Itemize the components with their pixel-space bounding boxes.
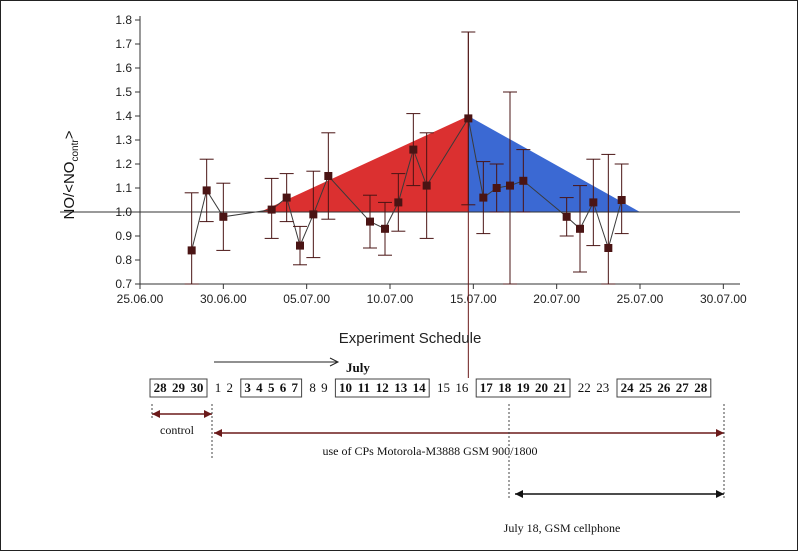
x-tick-label: 25.06.00 bbox=[117, 292, 164, 306]
y-tick-label: 0.7 bbox=[115, 277, 132, 291]
rise-area bbox=[260, 116, 469, 212]
y-axis-label: NO/<NOcontr> bbox=[61, 130, 81, 219]
x-tick-label: 05.07.00 bbox=[283, 292, 330, 306]
schedule-day: 14 bbox=[413, 380, 427, 395]
control-arrow-right bbox=[204, 410, 212, 418]
data-point bbox=[282, 193, 291, 202]
month-label: July bbox=[346, 360, 370, 375]
schedule-day: 23 bbox=[596, 380, 609, 395]
month-arrow-head bbox=[329, 357, 340, 367]
y-tick-label: 1.2 bbox=[115, 157, 132, 171]
schedule-day: 28 bbox=[694, 380, 708, 395]
data-point bbox=[409, 145, 418, 154]
data-point bbox=[366, 217, 374, 226]
schedule-day: 8 bbox=[309, 380, 316, 395]
x-tick-label: 15.07.00 bbox=[450, 292, 497, 306]
week-box bbox=[334, 378, 430, 398]
data-point bbox=[381, 224, 389, 233]
gsm-arrow-right bbox=[716, 490, 724, 498]
control-arrow-left bbox=[152, 410, 160, 418]
x-tick-label: 25.07.00 bbox=[617, 292, 664, 306]
week-box bbox=[240, 378, 303, 398]
x-tick-label: 30.06.00 bbox=[200, 292, 247, 306]
x-tick-label: 20.07.00 bbox=[533, 292, 580, 306]
y-tick-label: 0.9 bbox=[115, 229, 132, 243]
data-point bbox=[219, 212, 228, 221]
schedule-day: 29 bbox=[172, 380, 186, 395]
schedule-day: 4 bbox=[256, 380, 263, 395]
schedule-day: 26 bbox=[657, 380, 671, 395]
data-point bbox=[506, 181, 514, 190]
cp-arrow-right bbox=[716, 429, 724, 437]
schedule-day: 22 bbox=[578, 380, 591, 395]
cp-arrow-left bbox=[214, 429, 222, 437]
y-tick-label: 1.1 bbox=[115, 181, 132, 195]
schedule-day: 17 bbox=[480, 380, 494, 395]
schedule-day: 11 bbox=[358, 380, 370, 395]
schedule-day: 20 bbox=[535, 380, 548, 395]
y-tick-label: 1.8 bbox=[115, 13, 132, 27]
experiment-schedule: Experiment Schedule July control use of … bbox=[149, 330, 725, 535]
data-point bbox=[309, 210, 318, 219]
x-tick-label: 10.07.00 bbox=[367, 292, 414, 306]
schedule-day: 7 bbox=[292, 380, 299, 395]
control-label: control bbox=[160, 423, 195, 437]
y-tick-label: 1.6 bbox=[115, 61, 132, 75]
data-point bbox=[202, 186, 211, 195]
data-series bbox=[184, 31, 629, 285]
schedule-day: 3 bbox=[244, 380, 251, 395]
chart-axes: 0.7 0.8 0.9 1.0 1.1 1.2 1.3 1.4 1.5 1.6 1.7 1.8 25.0… bbox=[60, 13, 747, 378]
gsm-cellphone-label: July 18, GSM cellphone bbox=[504, 521, 621, 535]
data-point bbox=[324, 172, 333, 180]
data-point bbox=[492, 184, 501, 192]
week-box bbox=[475, 378, 571, 398]
schedule-day: 18 bbox=[498, 380, 512, 395]
gsm-arrow-left bbox=[515, 490, 523, 498]
y-tick-label: 1.7 bbox=[115, 37, 132, 51]
week-box bbox=[616, 378, 712, 398]
y-tick-label: 0.8 bbox=[115, 253, 132, 267]
y-tick-label: 1.4 bbox=[115, 109, 132, 123]
schedule-day: 24 bbox=[621, 380, 635, 395]
y-tick-label: 1.0 bbox=[115, 205, 132, 219]
schedule-day: 10 bbox=[339, 380, 352, 395]
schedule-day: 12 bbox=[376, 380, 389, 395]
y-tick-label: 1.3 bbox=[115, 133, 132, 147]
y-tick-label: 1.5 bbox=[115, 85, 132, 99]
data-point bbox=[394, 198, 403, 207]
schedule-day: 1 bbox=[215, 380, 222, 395]
data-point bbox=[604, 244, 613, 252]
schedule-day: 27 bbox=[676, 380, 690, 395]
data-point bbox=[422, 181, 431, 190]
shaded-areas bbox=[260, 116, 640, 212]
data-point bbox=[464, 114, 473, 123]
schedule-day: 30 bbox=[190, 380, 203, 395]
data-point bbox=[479, 193, 488, 202]
cp-usage-label: use of CPs Motorola-M3888 GSM 900/1800 bbox=[322, 444, 537, 458]
x-tick-label: 30.07.00 bbox=[700, 292, 747, 306]
week-box bbox=[149, 378, 208, 398]
schedule-day: 19 bbox=[517, 380, 531, 395]
data-point bbox=[576, 224, 584, 233]
schedule-day: 9 bbox=[321, 380, 328, 395]
schedule-day: 6 bbox=[280, 380, 287, 395]
data-point bbox=[296, 241, 304, 250]
schedule-day: 21 bbox=[553, 380, 566, 395]
data-point bbox=[519, 176, 528, 185]
schedule-day: 13 bbox=[394, 380, 408, 395]
schedule-day: 15 bbox=[437, 380, 450, 395]
data-point bbox=[562, 212, 571, 221]
data-point bbox=[589, 198, 598, 207]
schedule-day: 16 bbox=[455, 380, 469, 395]
data-point bbox=[617, 196, 626, 204]
schedule-day: 2 bbox=[227, 380, 234, 395]
schedule-day: 28 bbox=[154, 380, 168, 395]
schedule-title: Experiment Schedule bbox=[339, 330, 482, 347]
schedule-day: 25 bbox=[639, 380, 653, 395]
data-point bbox=[187, 246, 196, 255]
data-point bbox=[267, 205, 276, 214]
schedule-day: 5 bbox=[268, 380, 275, 395]
